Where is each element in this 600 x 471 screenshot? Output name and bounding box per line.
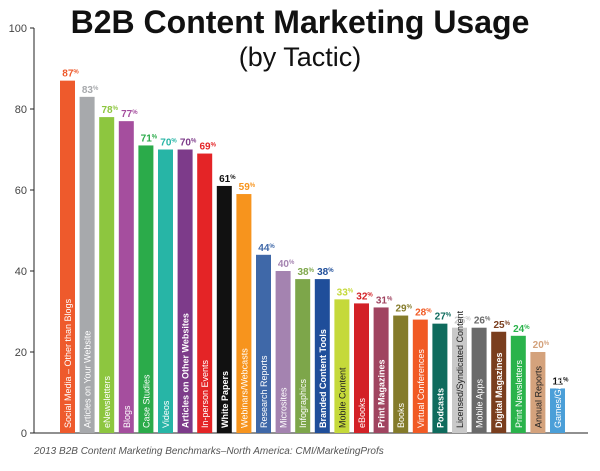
bar	[216, 185, 232, 433]
bar-value-label: 61%	[219, 174, 236, 185]
bar-category-label: eNewsletters	[102, 375, 112, 428]
bar-value-label: 40%	[278, 259, 295, 270]
bar-value-label: 11%	[553, 376, 570, 387]
bar-category-label: Articles on Other Websites	[181, 313, 191, 428]
bar	[471, 327, 487, 433]
bar	[79, 96, 95, 433]
bar-category-label: Articles on Your Website	[83, 331, 93, 428]
bar	[412, 319, 428, 433]
bar	[236, 194, 252, 433]
bar	[158, 149, 173, 433]
bar-category-label: Videos	[161, 400, 171, 428]
bar	[354, 303, 369, 433]
bar-value-label: 71%	[141, 133, 158, 144]
y-tick-label: 80	[15, 104, 27, 116]
bar-value-label: 38%	[297, 267, 314, 278]
bar-value-label: 32%	[356, 291, 373, 302]
bar-category-label: Infographics	[298, 378, 308, 428]
bar	[256, 254, 271, 433]
bar-value-label: 87%	[62, 69, 79, 80]
bar-category-label: Mobile Content	[337, 367, 347, 428]
bar	[510, 335, 526, 433]
bar-value-label: 24%	[513, 324, 530, 335]
y-tick-label: 40	[15, 266, 27, 278]
bar	[118, 121, 134, 434]
bar	[334, 299, 350, 433]
bar-category-label: Podcasts	[435, 388, 445, 428]
bar-value-label: 59%	[239, 182, 256, 193]
bar	[197, 153, 213, 434]
bar-value-label: 26%	[474, 316, 491, 327]
bar-category-label: Digital Magazines	[494, 352, 504, 428]
bar	[275, 271, 291, 433]
bar-value-label: 83%	[82, 85, 99, 96]
y-tick-label: 60	[15, 185, 27, 197]
bar	[550, 388, 565, 433]
chart-subtitle: (by Tactic)	[238, 42, 362, 72]
bar-value-label: 78%	[101, 105, 118, 116]
bar-category-label: Mobile Apps	[475, 378, 485, 428]
bar-category-label: eBooks	[357, 397, 367, 428]
y-tick-label: 20	[15, 347, 27, 359]
bar-category-label: Case Studies	[141, 374, 151, 428]
bar-value-label: 31%	[376, 295, 393, 306]
bar-category-label: Research Reports	[259, 355, 269, 428]
bar-value-label: 77%	[121, 109, 138, 120]
bar-value-label: 44%	[258, 243, 275, 254]
bar	[60, 80, 75, 434]
bar-category-label: Books	[396, 402, 406, 428]
bar-category-label: Webinars/Webcasts	[239, 348, 249, 428]
y-tick-label: 100	[9, 23, 27, 35]
bar-category-label: Social Media – Other than Blogs	[63, 298, 73, 428]
bar	[314, 279, 330, 433]
bar	[373, 307, 389, 433]
bar-value-label: 27%	[435, 312, 452, 323]
bar	[530, 352, 546, 433]
bar-value-label: 28%	[415, 308, 432, 319]
bar-category-label: Annual Reports	[533, 365, 543, 428]
bar-category-label: Branded Content Tools	[318, 329, 328, 428]
bar-category-label: White Papers	[220, 371, 230, 428]
bar	[491, 331, 507, 433]
bar-value-label: 33%	[337, 287, 354, 298]
bar	[393, 315, 409, 433]
bar-category-label: Virtual Conferences	[416, 349, 426, 428]
bar	[432, 323, 448, 433]
bar-category-label: Microsites	[279, 387, 289, 428]
source-note: 2013 B2B Content Marketing Benchmarks–No…	[34, 446, 384, 457]
bar-value-label: 26%	[454, 316, 471, 327]
y-tick-label: 0	[21, 428, 27, 440]
bar	[452, 327, 467, 433]
bar-category-label: Licensed/Syndicated Content	[455, 310, 465, 428]
bar	[177, 149, 193, 433]
bar-value-label: 69%	[199, 142, 216, 153]
chart-title: B2B Content Marketing Usage	[70, 4, 530, 40]
bar-category-label: Print Newsletters	[514, 359, 524, 428]
bar-value-label: 20%	[533, 340, 550, 351]
bar-value-label: 70%	[180, 138, 197, 149]
bar-category-label: Blogs	[122, 405, 132, 428]
bar-category-label: Games/Gamification	[553, 346, 563, 428]
bar-value-label: 38%	[317, 267, 334, 278]
bar-value-label: 29%	[395, 304, 412, 315]
bar-category-label: In-person Events	[200, 359, 210, 428]
bar	[138, 145, 154, 433]
bar	[99, 117, 115, 433]
bar-value-label: 70%	[160, 138, 177, 149]
bar-category-label: Print Magazines	[377, 359, 387, 428]
bar	[295, 279, 311, 433]
bar-value-label: 25%	[493, 320, 510, 331]
